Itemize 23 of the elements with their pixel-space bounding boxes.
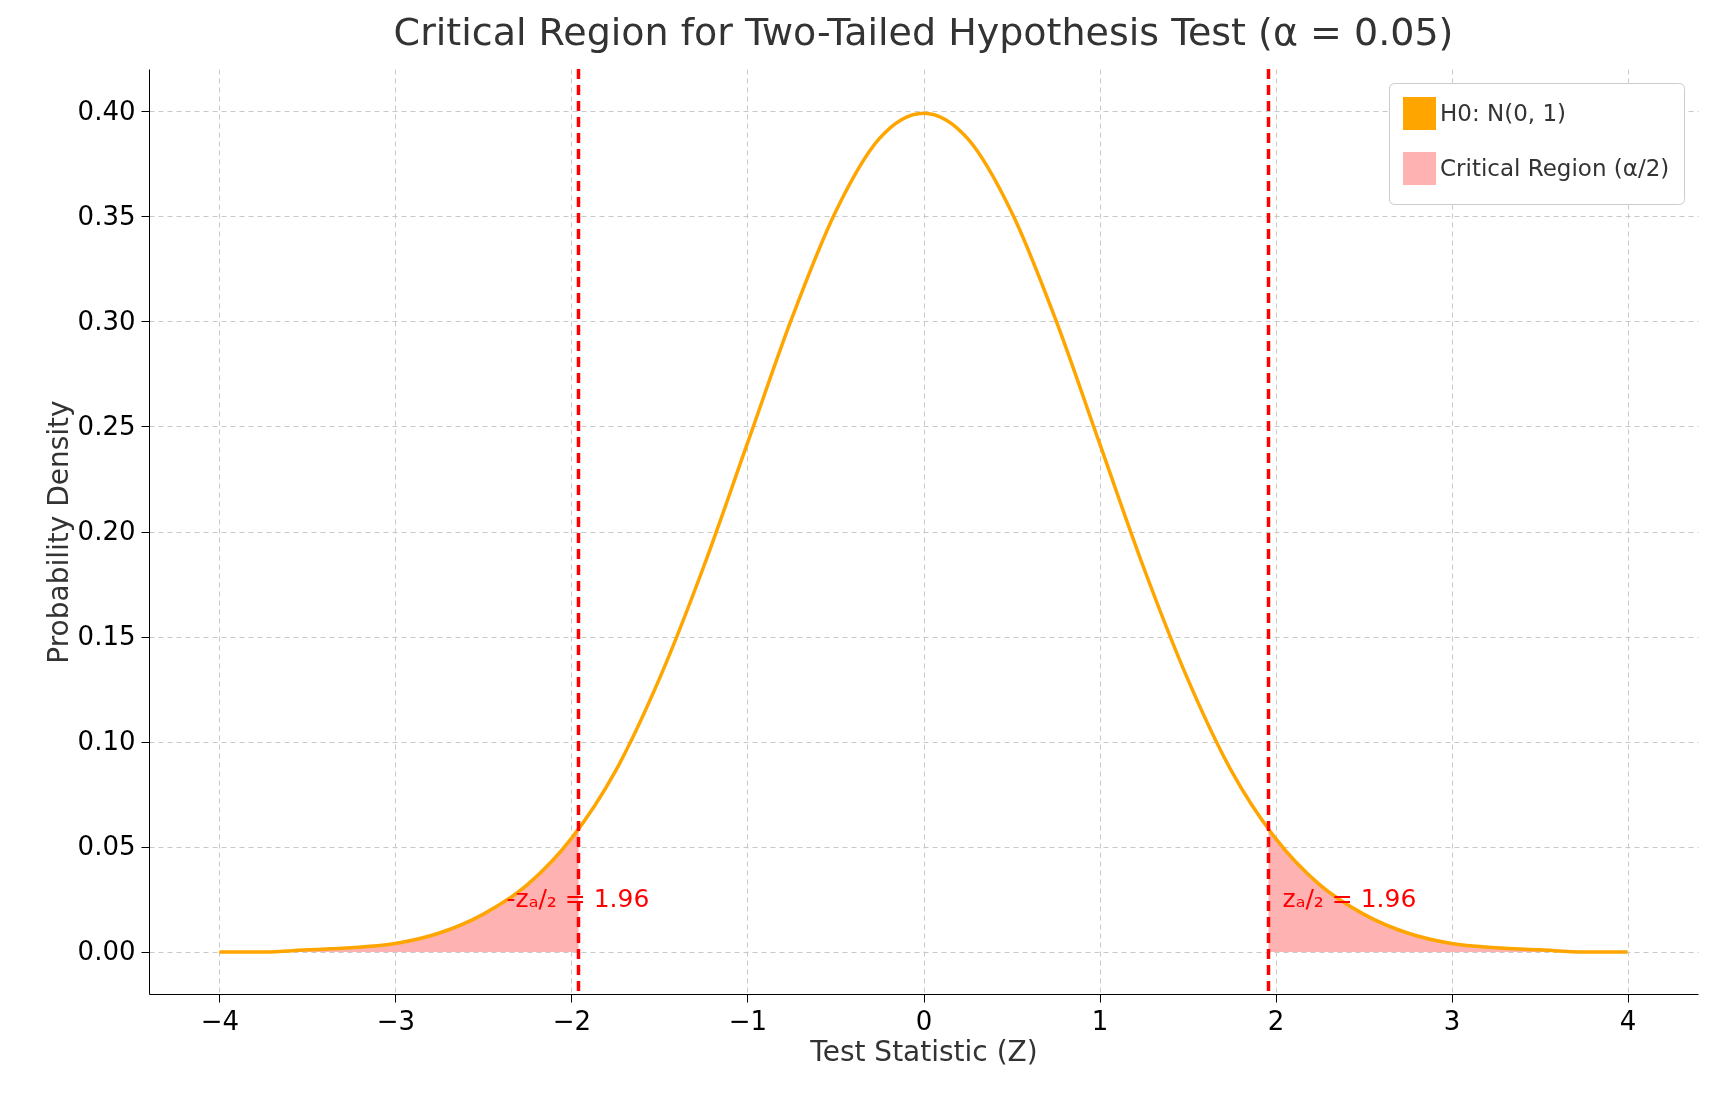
y-tick-label: 0.20 xyxy=(77,516,136,546)
x-tick-label: 1 xyxy=(1091,1005,1109,1036)
y-tick-label: 0.15 xyxy=(77,621,136,652)
x-tick-label: 2 xyxy=(1267,1005,1285,1036)
y-tick-label: 0.10 xyxy=(77,726,136,757)
x-tick-label: −1 xyxy=(728,1005,768,1036)
x-tick-label: 3 xyxy=(1443,1005,1461,1036)
legend-label: H0: N(0, 1) xyxy=(1440,99,1567,126)
x-tick-label: −2 xyxy=(552,1005,592,1036)
y-tick-label: 0.40 xyxy=(77,95,136,126)
legend-label: Critical Region (α/2) xyxy=(1440,154,1670,181)
y-tick-label: 0.05 xyxy=(77,831,136,862)
x-tick-label: 4 xyxy=(1619,1005,1637,1036)
y-tick-label: 0.00 xyxy=(77,936,136,967)
y-tick-label: 0.35 xyxy=(77,200,136,231)
y-tick-label: 0.25 xyxy=(77,410,136,441)
x-tick-label: −3 xyxy=(376,1005,416,1036)
chart-title: Critical Region for Two-Tailed Hypothesis Test (α = 0.05) xyxy=(393,10,1454,55)
x-axis-title: Test Statistic (Z) xyxy=(809,1034,1038,1068)
y-axis-title: Probability Density xyxy=(41,400,75,664)
x-tick-label: 0 xyxy=(915,1005,933,1036)
y-tick-label: 0.30 xyxy=(77,305,136,336)
x-tick-label: −4 xyxy=(200,1005,240,1036)
